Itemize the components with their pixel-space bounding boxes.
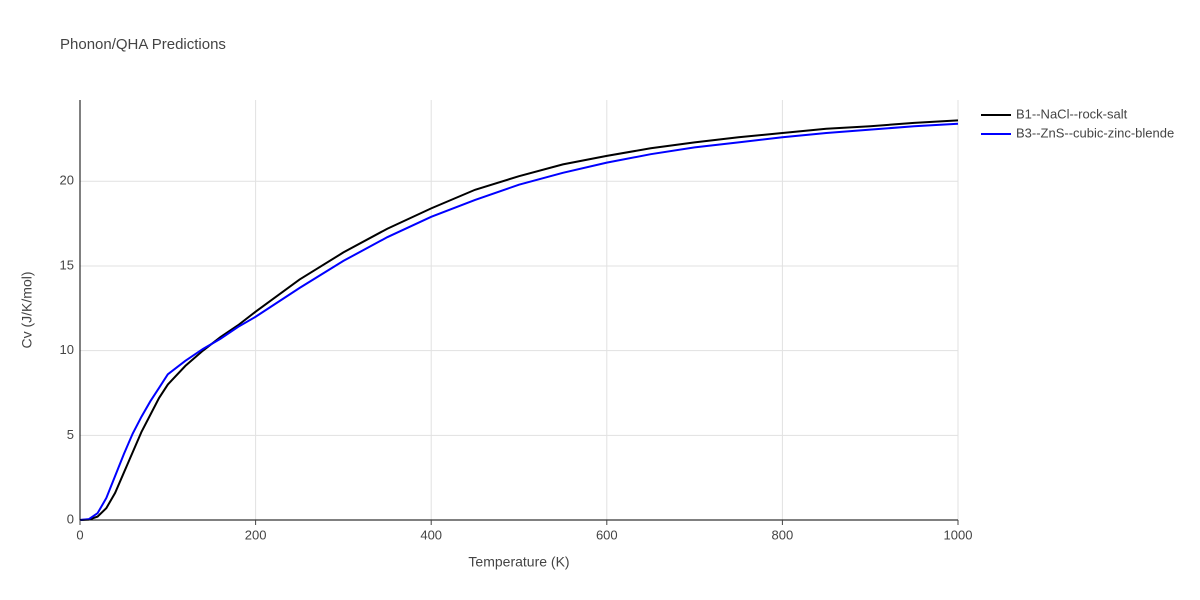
x-tick-label: 400 (420, 527, 442, 542)
chart-title: Phonon/QHA Predictions (60, 36, 226, 53)
x-axis-title: Temperature (K) (468, 554, 569, 570)
y-axis-title: Cv (J/K/mol) (19, 272, 35, 349)
lines (79, 119, 959, 521)
x-tick-label: 1000 (944, 527, 973, 542)
legend-label: B3--ZnS--cubic-zinc-blende (1016, 125, 1174, 140)
x-tick-label: 0 (76, 527, 83, 542)
y-tick-label: 10 (60, 342, 74, 357)
y-tick-label: 15 (60, 257, 74, 272)
y-tick-label: 20 (60, 173, 74, 188)
y-tick-label: 0 (67, 511, 74, 526)
grid (79, 100, 959, 521)
x-tick-label: 600 (596, 527, 618, 542)
series-line (79, 122, 959, 521)
y-tick-label: 5 (67, 427, 74, 442)
series-line (79, 119, 959, 521)
x-tick-label: 800 (772, 527, 794, 542)
legend-label: B1--NaCl--rock-salt (1016, 106, 1128, 121)
legend: B1--NaCl--rock-salt B3--ZnS--cubic-zinc-b… (981, 106, 1174, 140)
x-tick-label: 200 (245, 527, 267, 542)
